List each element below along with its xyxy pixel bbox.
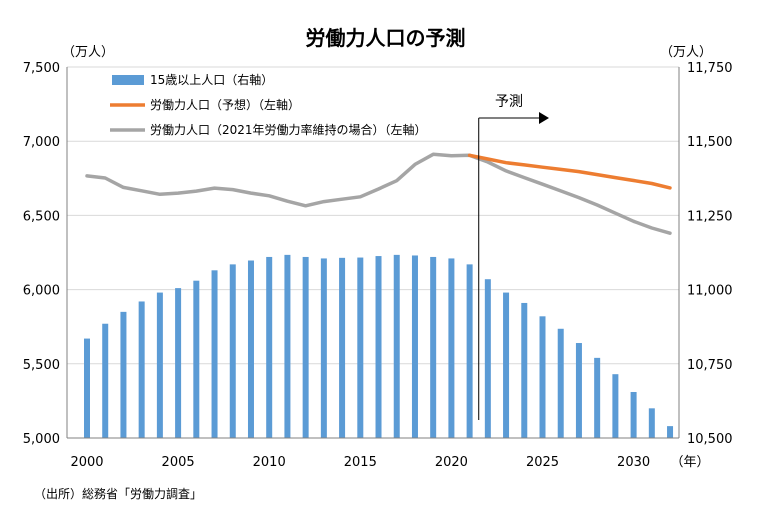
bar	[175, 288, 182, 438]
legend-label: 労働力人口（予想）（左軸）	[150, 97, 300, 112]
bar	[667, 426, 674, 438]
bar	[630, 391, 637, 438]
bar	[320, 258, 327, 438]
gridlines	[67, 66, 679, 365]
bar	[393, 254, 400, 438]
bar	[247, 260, 254, 438]
bar	[120, 311, 127, 438]
x-tick-label: 2005	[162, 455, 195, 470]
x-tick-label: 2020	[435, 455, 468, 470]
bar	[648, 408, 655, 438]
x-tick-label: 2000	[70, 455, 103, 470]
y-left-tick-label: 5,500	[23, 358, 60, 373]
left-axis-unit: （万人）	[62, 45, 115, 60]
legend-label: 15歳以上人口（右軸）	[150, 72, 273, 87]
line-series	[85, 152, 672, 235]
x-axis-unit: （年）	[670, 455, 709, 470]
bar	[375, 256, 382, 438]
bar	[448, 258, 455, 438]
bar	[539, 316, 546, 438]
legend-label: 労働力人口（2021年労働力率維持の場合）（左軸）	[150, 122, 427, 137]
bar	[156, 292, 163, 438]
x-tick-label: 2010	[253, 455, 286, 470]
bar	[612, 374, 619, 438]
bar	[211, 270, 218, 438]
x-tick-label: 2030	[617, 455, 650, 470]
y-right-tick-label: 11,750	[687, 61, 733, 76]
bar	[302, 256, 309, 438]
y-right-tick-label: 10,500	[687, 432, 733, 447]
y-right-tick-label: 11,500	[687, 135, 733, 150]
bar	[594, 357, 601, 438]
chart-title: 労働力人口の予測	[305, 26, 466, 50]
bar	[84, 338, 90, 438]
y-left-tick-label: 6,000	[23, 284, 60, 299]
y-left-tick-label: 7,500	[23, 61, 60, 76]
series-line	[467, 153, 672, 190]
bar	[138, 301, 145, 438]
series-line	[85, 152, 672, 235]
forecast-marker: 予測	[478, 94, 549, 420]
bar	[466, 264, 473, 438]
bar	[229, 264, 236, 438]
right-axis-unit: （万人）	[660, 45, 713, 60]
bar	[411, 255, 418, 438]
bar	[339, 257, 346, 438]
bar	[575, 343, 582, 438]
source-note: （出所）総務省「労働力調査」	[34, 487, 203, 501]
bar	[484, 279, 491, 438]
legend-swatch-bar	[112, 75, 144, 85]
y-left-tick-label: 6,500	[23, 209, 60, 224]
forecast-label: 予測	[495, 94, 523, 110]
y-right-tick-label: 11,250	[687, 209, 733, 224]
forecast-arrow-head	[539, 112, 549, 124]
bar	[521, 302, 528, 438]
bar	[557, 328, 564, 438]
bar	[266, 256, 273, 438]
bar	[430, 256, 437, 438]
legend: 15歳以上人口（右軸） 労働力人口（予想）（左軸） 労働力人口（2021年労働力率維…	[110, 72, 427, 137]
y-left-tick-label: 5,000	[23, 432, 60, 447]
y-right-tick-label: 10,750	[687, 358, 733, 373]
bar	[503, 292, 510, 438]
bar	[284, 254, 291, 438]
bar	[357, 257, 364, 438]
bar	[102, 323, 109, 438]
axes: 5,000 10,500 5,500 10,750 6,000 11,000 6,500 11…	[23, 61, 733, 470]
y-left-tick-label: 7,000	[23, 135, 60, 150]
x-tick-label: 2015	[344, 455, 377, 470]
y-right-tick-label: 11,000	[687, 284, 733, 299]
x-tick-label: 2025	[526, 455, 559, 470]
bar	[193, 280, 200, 438]
bar-series	[84, 254, 674, 438]
